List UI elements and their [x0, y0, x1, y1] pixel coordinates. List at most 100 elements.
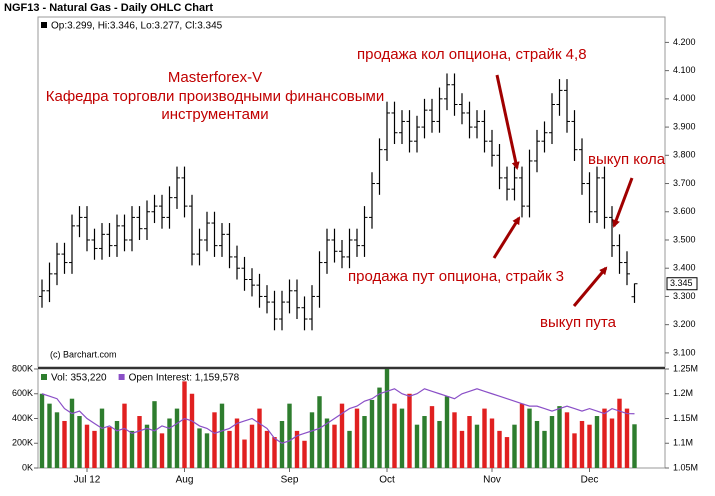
- y-tick-label: 3.400: [673, 263, 696, 273]
- volume-bar: [309, 412, 315, 468]
- legend-label: Vol: 353,220: [51, 373, 107, 384]
- arrow: [495, 74, 520, 170]
- volume-bar: [579, 420, 585, 468]
- volume-bar: [204, 433, 210, 468]
- y-tick-label: 3.600: [673, 206, 696, 216]
- credit: (c) Barchart.com: [50, 349, 117, 359]
- chart-title: NGF13 - Natural Gas - Daily OHLC Chart: [4, 2, 213, 14]
- last-price: 3.345: [670, 278, 693, 288]
- volume-bar: [594, 416, 600, 468]
- y2-tick-label: 1.1M: [673, 438, 693, 448]
- y2-tick-label: 1.2M: [673, 388, 693, 398]
- y-tick-label: 3.300: [673, 291, 696, 301]
- y2-tick-label: 1.25M: [673, 363, 698, 373]
- annotation: инструментами: [161, 106, 268, 123]
- volume-bar: [257, 408, 262, 468]
- volume-bar: [264, 430, 270, 468]
- volume-bar: [212, 412, 217, 468]
- volume-bar: [69, 398, 75, 468]
- volume-bar: [429, 406, 435, 468]
- x-tick-label: Jul 12: [74, 475, 101, 486]
- volume-bar: [189, 393, 195, 468]
- volume-bar: [444, 396, 450, 468]
- annotation: продажа кол опциона, страйк 4,8: [357, 46, 587, 63]
- volume-bar: [159, 433, 165, 468]
- volume-bar: [332, 424, 337, 468]
- y-tick-label: 4.000: [673, 93, 696, 103]
- volume-bar: [242, 439, 247, 468]
- volume-bar: [279, 420, 285, 468]
- volume-bar: [339, 403, 345, 468]
- y-tick-label: 0K: [22, 462, 33, 472]
- volume-bar: [527, 408, 532, 468]
- volume-bar: [422, 416, 427, 468]
- volume-bar: [272, 437, 277, 468]
- volume-bar: [602, 408, 607, 468]
- legend-swatch: [41, 22, 47, 28]
- annotation: Masterforex-V: [168, 69, 262, 86]
- volume-bar: [587, 424, 592, 468]
- x-tick-label: Oct: [379, 475, 395, 486]
- volume-bar: [384, 369, 390, 468]
- volume-bar: [534, 420, 540, 468]
- volume-bar: [354, 408, 360, 468]
- y-tick-label: 800K: [12, 363, 33, 373]
- volume-bar: [369, 399, 375, 468]
- volume-bar: [347, 430, 352, 468]
- volume-bar: [542, 430, 547, 468]
- volume-bar: [167, 418, 172, 468]
- y-tick-label: 200K: [12, 438, 33, 448]
- y-tick-label: 4.200: [673, 37, 696, 47]
- volume-bar: [77, 416, 82, 468]
- volume-bar: [504, 437, 510, 468]
- y-tick-label: 3.100: [673, 347, 696, 357]
- volume-bar: [497, 430, 502, 468]
- volume-bar: [414, 424, 420, 468]
- arrows: [492, 74, 634, 307]
- volume-bar: [129, 430, 135, 468]
- volume-bar: [519, 403, 525, 468]
- volume-bar: [474, 424, 480, 468]
- volume-bar: [302, 440, 307, 468]
- y-tick-label: 3.700: [673, 178, 696, 188]
- volume-bar: [557, 406, 562, 468]
- y-tick-label: 3.500: [673, 234, 696, 244]
- volume-bar: [317, 396, 322, 468]
- volume-bar: [324, 418, 330, 468]
- volume-bar: [452, 412, 457, 468]
- volume-bar: [617, 398, 622, 468]
- volume-bar: [437, 420, 442, 468]
- x-tick-label: Nov: [483, 475, 501, 486]
- arrow: [612, 177, 634, 228]
- volume-bar: [39, 393, 45, 468]
- volume-bar: [294, 430, 300, 468]
- y-tick-label: 3.200: [673, 319, 696, 329]
- annotation: выкуп пута: [540, 314, 617, 331]
- x-tick-label: Sep: [281, 475, 299, 486]
- y2-tick-label: 1.15M: [673, 413, 698, 423]
- volume-bar: [572, 433, 577, 468]
- volume-bar: [549, 416, 555, 468]
- volume-bar: [399, 408, 405, 468]
- y-tick-label: 3.800: [673, 150, 696, 160]
- volume-bar: [107, 427, 112, 468]
- volume-bar: [467, 416, 472, 468]
- volume-bar: [287, 403, 292, 468]
- volume-bar: [197, 428, 202, 468]
- volume-bar: [564, 412, 570, 468]
- volume-bar: [219, 403, 225, 468]
- last-price-box: [666, 277, 698, 291]
- volume-bar: [54, 412, 60, 468]
- volume-bar: [234, 418, 240, 468]
- x-tick-label: Dec: [581, 475, 599, 486]
- volume-bar: [609, 418, 615, 468]
- volume-bar: [174, 408, 180, 468]
- y2-tick-label: 1.05M: [673, 462, 698, 472]
- volume-bar: [47, 403, 52, 468]
- volume-bar: [362, 416, 367, 468]
- y-tick-label: 4.100: [673, 65, 696, 75]
- x-tick-label: Aug: [176, 475, 194, 486]
- volume-bar: [62, 420, 67, 468]
